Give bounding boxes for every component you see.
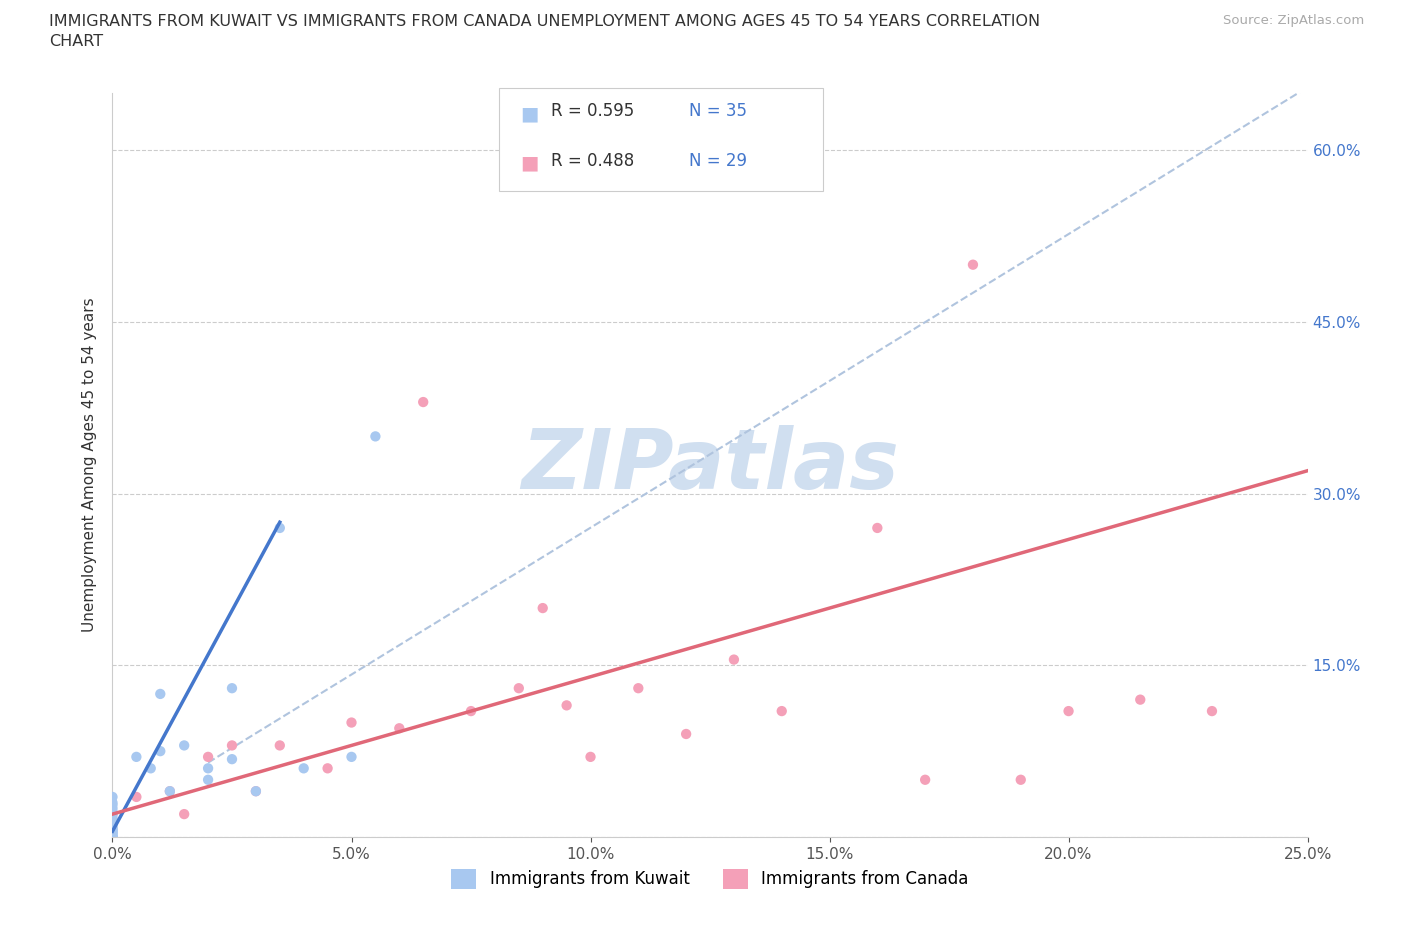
Point [101, 813, 124, 828]
Point [101, 825, 124, 840]
Point [101, 818, 124, 833]
Point [245, 784, 267, 799]
Point [159, 784, 181, 799]
Point [197, 750, 219, 764]
Point [245, 784, 267, 799]
Point [149, 686, 172, 701]
Point [173, 806, 195, 821]
Point [139, 761, 162, 776]
Point [159, 784, 181, 799]
Point [1057, 704, 1080, 719]
Point [508, 681, 530, 696]
Point [101, 824, 124, 839]
Point [101, 830, 124, 844]
Text: N = 29: N = 29 [689, 152, 747, 169]
Text: ■: ■ [520, 153, 538, 172]
Point [197, 772, 219, 787]
Point [412, 394, 434, 409]
Point [101, 821, 124, 836]
Point [101, 810, 124, 825]
Text: IMMIGRANTS FROM KUWAIT VS IMMIGRANTS FROM CANADA UNEMPLOYMENT AMONG AGES 45 TO 5: IMMIGRANTS FROM KUWAIT VS IMMIGRANTS FRO… [49, 14, 1040, 29]
Y-axis label: Unemployment Among Ages 45 to 54 years: Unemployment Among Ages 45 to 54 years [82, 298, 97, 632]
Point [555, 698, 578, 712]
Point [101, 798, 124, 813]
Point [866, 521, 889, 536]
Point [627, 681, 650, 696]
Point [101, 806, 124, 821]
Point [914, 772, 936, 787]
Point [531, 601, 554, 616]
Text: CHART: CHART [49, 34, 103, 49]
Point [340, 750, 363, 764]
Point [221, 738, 243, 753]
Point [101, 826, 124, 841]
Point [101, 828, 124, 843]
Point [316, 761, 339, 776]
Text: R = 0.595: R = 0.595 [551, 102, 634, 120]
Point [221, 751, 243, 766]
Point [460, 704, 482, 719]
Point [1201, 704, 1223, 719]
Point [101, 795, 124, 810]
Text: N = 35: N = 35 [689, 102, 747, 120]
Point [1010, 772, 1032, 787]
Text: ZIPatlas: ZIPatlas [522, 424, 898, 506]
Point [340, 715, 363, 730]
Point [101, 820, 124, 835]
Point [101, 816, 124, 830]
Point [269, 521, 291, 536]
Point [125, 750, 148, 764]
Legend: Immigrants from Kuwait, Immigrants from Canada: Immigrants from Kuwait, Immigrants from … [444, 862, 976, 896]
Point [1129, 692, 1152, 707]
Point [388, 721, 411, 736]
Point [101, 790, 124, 804]
Point [675, 726, 697, 741]
Point [364, 429, 387, 444]
Point [125, 790, 148, 804]
Point [101, 823, 124, 838]
Point [723, 652, 745, 667]
Point [149, 744, 172, 759]
Point [770, 704, 793, 719]
Point [101, 801, 124, 816]
Point [173, 738, 195, 753]
Text: ■: ■ [520, 104, 538, 123]
Point [197, 761, 219, 776]
Point [269, 738, 291, 753]
Point [101, 804, 124, 819]
Point [101, 830, 124, 844]
Point [101, 830, 124, 844]
Point [101, 830, 124, 844]
Text: Source: ZipAtlas.com: Source: ZipAtlas.com [1223, 14, 1364, 27]
Point [101, 806, 124, 821]
Point [962, 258, 984, 272]
Point [579, 750, 602, 764]
Point [221, 681, 243, 696]
Text: R = 0.488: R = 0.488 [551, 152, 634, 169]
Point [292, 761, 315, 776]
